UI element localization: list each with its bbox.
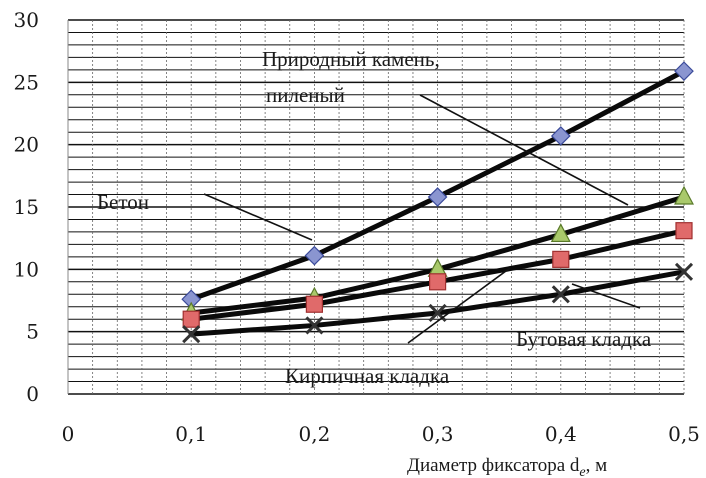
x-axis-ticks: 0 0,1 0,2 0,3 0,4 0,5 [62,422,700,446]
data-point-series-1 [550,126,571,146]
series-group [181,61,694,344]
x-axis-title-unit: , м [586,455,608,476]
cross-stroke [674,262,694,281]
data-point-series-1 [304,245,325,266]
data-point-series-4 [182,325,201,344]
data-point-series-3 [305,295,323,313]
data-point-series-3 [429,273,447,291]
annotation-rubble: Бутовая кладка [516,327,652,351]
annotation-leaders [203,94,641,344]
cross-stroke [305,316,324,335]
x-tick-label: 0,3 [422,422,454,446]
leader-brick [407,267,511,344]
data-point-series-4 [674,262,694,281]
data-point-series-3 [552,250,570,268]
data-point-series-4 [551,285,570,304]
data-point-series-1 [674,61,694,81]
cross-stroke [428,303,447,323]
data-point-series-3 [182,310,200,328]
data-point-series-4 [305,316,324,335]
x-axis-title-main: Диаметр фиксатора d [407,455,580,476]
leader-stone [419,94,629,206]
leader-concrete [203,193,313,241]
grid-lines [67,19,685,395]
x-tick-label: 0,5 [668,422,700,446]
annotation-stone-line2: пиленый [266,83,345,107]
leader-rubble [571,283,641,309]
cross-stroke [182,325,201,344]
data-point-series-2 [550,223,571,243]
y-tick-label: 20 [14,133,39,157]
cross-stroke [551,285,570,304]
data-point-series-3 [675,222,693,240]
y-tick-label: 0 [26,382,39,406]
y-tick-label: 5 [26,320,39,344]
x-axis-title: Диаметр фиксатора de, м [407,455,607,478]
y-tick-label: 25 [14,70,39,94]
y-tick-label: 15 [14,195,39,219]
data-point-series-1 [427,187,448,207]
annotation-concrete: Бетон [97,190,149,214]
x-tick-label: 0,4 [545,422,577,446]
data-point-series-2 [674,185,694,205]
x-axis-title-subscript: e [579,465,585,478]
annotation-brick: Кирпичная кладка [285,364,450,388]
annotation-stone-line1: Природный камень, [262,47,440,71]
y-axis-ticks: 0 5 10 15 20 25 30 [14,8,39,406]
y-tick-label: 10 [14,257,39,281]
x-tick-label: 0 [62,422,75,446]
y-tick-label: 30 [14,8,39,32]
series-line-2 [188,194,687,316]
x-tick-label: 0,2 [298,422,330,446]
x-tick-label: 0,1 [175,422,207,446]
